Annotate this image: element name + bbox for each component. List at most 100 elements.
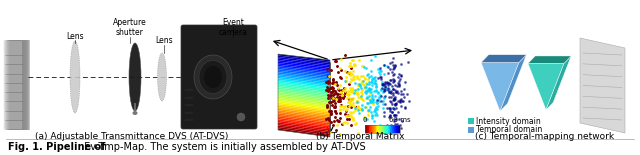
Polygon shape [278, 71, 330, 78]
Point [388, 99, 398, 101]
Point [346, 90, 356, 93]
Point [346, 106, 356, 108]
Point [344, 105, 354, 107]
Point [365, 88, 375, 90]
Point [336, 104, 346, 106]
Point [346, 101, 356, 104]
Point [340, 70, 351, 72]
Point [335, 84, 345, 86]
Point [394, 83, 404, 85]
Point [388, 106, 398, 109]
Point [351, 99, 362, 102]
Point [346, 89, 356, 91]
Point [335, 111, 346, 114]
Bar [6, 40, 26, 130]
Point [379, 128, 389, 130]
Point [344, 93, 355, 95]
Polygon shape [580, 38, 625, 133]
Point [334, 96, 344, 98]
Point [394, 85, 404, 87]
Point [382, 82, 392, 84]
Point [350, 109, 360, 112]
Point [385, 68, 395, 70]
Point [373, 98, 383, 101]
Point [345, 61, 355, 64]
Point [370, 55, 380, 57]
Point [335, 116, 345, 119]
Point [332, 93, 342, 95]
Point [393, 111, 403, 114]
Point [324, 74, 334, 77]
Point [351, 122, 361, 125]
Point [390, 113, 401, 116]
Point [396, 73, 406, 76]
Point [369, 110, 379, 112]
Point [357, 93, 367, 95]
Polygon shape [278, 89, 330, 97]
Bar [5, 40, 25, 130]
Point [326, 101, 336, 103]
Polygon shape [278, 101, 330, 109]
Point [346, 78, 356, 80]
Point [353, 83, 363, 86]
Point [345, 74, 355, 77]
Bar [3, 40, 24, 130]
Point [344, 72, 354, 74]
Point [396, 75, 406, 77]
Point [342, 105, 353, 107]
Point [394, 78, 404, 80]
Point [327, 96, 337, 99]
Point [352, 77, 362, 79]
Point [360, 106, 371, 108]
Point [344, 100, 354, 103]
Point [395, 99, 405, 101]
Point [321, 118, 332, 120]
Point [384, 91, 394, 93]
Point [348, 58, 358, 61]
Point [336, 77, 346, 79]
Point [323, 80, 333, 83]
Point [388, 92, 398, 94]
Point [367, 94, 378, 96]
Polygon shape [546, 56, 572, 110]
Point [392, 123, 403, 125]
Point [387, 100, 397, 103]
Point [344, 99, 355, 102]
Point [335, 105, 345, 108]
Point [370, 95, 380, 97]
Polygon shape [278, 125, 330, 134]
Point [386, 131, 396, 133]
Point [324, 119, 335, 121]
Point [399, 87, 409, 90]
Bar [388, 125, 389, 133]
Point [389, 97, 399, 100]
Point [384, 88, 394, 90]
Bar [10, 40, 30, 130]
Point [370, 81, 380, 84]
Point [342, 121, 353, 124]
Point [363, 110, 373, 113]
Point [345, 71, 355, 74]
Point [400, 80, 410, 83]
Point [362, 101, 372, 104]
Point [389, 108, 399, 110]
Point [390, 107, 401, 109]
Point [383, 86, 393, 89]
Point [343, 72, 353, 74]
Point [372, 101, 383, 104]
Point [376, 88, 387, 91]
Ellipse shape [237, 113, 245, 121]
Point [367, 117, 378, 119]
Point [348, 97, 358, 99]
Point [346, 124, 356, 127]
Point [353, 101, 363, 104]
Point [390, 64, 401, 67]
Point [362, 102, 372, 104]
Point [388, 98, 399, 100]
Bar [9, 40, 29, 130]
Point [328, 106, 339, 108]
Point [326, 86, 337, 88]
Point [396, 98, 406, 100]
Bar [379, 125, 380, 133]
Point [359, 115, 369, 118]
